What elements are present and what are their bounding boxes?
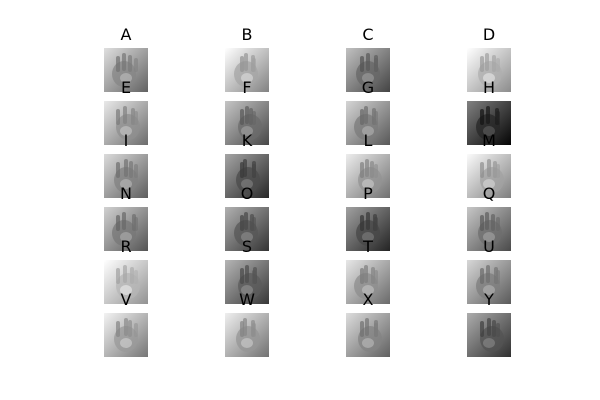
panel-label-m: M	[482, 131, 496, 150]
hand-sign-thumbnail	[346, 101, 390, 145]
panel-v: V	[104, 291, 148, 357]
hand-sign-thumbnail	[104, 48, 148, 92]
hand-sign-thumbnail	[225, 101, 269, 145]
hand-sign-thumbnail	[225, 154, 269, 198]
hand-sign-thumbnail	[104, 101, 148, 145]
panel-b: B	[225, 26, 269, 92]
hand-sign-thumbnail	[346, 260, 390, 304]
panel-r: R	[104, 238, 148, 304]
panel-label-p: P	[363, 184, 373, 203]
panel-g: G	[346, 79, 390, 145]
panel-label-l: L	[363, 131, 373, 150]
panel-label-s: S	[241, 237, 253, 256]
hand-sign-thumbnail	[467, 154, 511, 198]
panel-f: F	[225, 79, 269, 145]
panel-label-t: T	[363, 237, 373, 256]
panel-h: H	[467, 79, 511, 145]
panel-label-a: A	[120, 25, 132, 44]
hand-sign-thumbnail	[104, 207, 148, 251]
panel-a: A	[104, 26, 148, 92]
panel-label-x: X	[362, 290, 374, 309]
panel-d: D	[467, 26, 511, 92]
hand-sign-thumbnail	[467, 48, 511, 92]
hand-sign-thumbnail	[225, 260, 269, 304]
panel-label-d: D	[482, 25, 496, 44]
hand-sign-thumbnail	[346, 154, 390, 198]
panel-label-w: W	[239, 290, 255, 309]
hand-sign-thumbnail	[225, 48, 269, 92]
hand-sign-thumbnail	[467, 207, 511, 251]
panel-y: Y	[467, 291, 511, 357]
panel-label-r: R	[120, 237, 132, 256]
panel-label-u: U	[483, 237, 495, 256]
panel-s: S	[225, 238, 269, 304]
panel-label-q: Q	[482, 184, 496, 203]
panel-l: L	[346, 132, 390, 198]
panel-w: W	[225, 291, 269, 357]
panel-label-k: K	[241, 131, 253, 150]
panel-label-g: G	[361, 78, 375, 97]
panel-o: O	[225, 185, 269, 251]
panel-i: I	[104, 132, 148, 198]
panel-label-i: I	[123, 131, 129, 150]
panel-e: E	[104, 79, 148, 145]
panel-label-n: N	[120, 184, 132, 203]
hand-sign-thumbnail	[467, 101, 511, 145]
hand-sign-thumbnail	[104, 154, 148, 198]
panel-x: X	[346, 291, 390, 357]
panel-q: Q	[467, 185, 511, 251]
panel-c: C	[346, 26, 390, 92]
hand-sign-thumbnail	[467, 313, 511, 357]
panel-label-e: E	[120, 78, 132, 97]
panel-p: P	[346, 185, 390, 251]
panel-label-h: H	[482, 78, 496, 97]
panel-label-f: F	[242, 78, 252, 97]
panel-label-o: O	[240, 184, 254, 203]
panel-t: T	[346, 238, 390, 304]
panel-label-b: B	[241, 25, 253, 44]
panel-u: U	[467, 238, 511, 304]
hand-sign-thumbnail	[225, 207, 269, 251]
hand-sign-thumbnail	[225, 313, 269, 357]
panel-m: M	[467, 132, 511, 198]
panel-k: K	[225, 132, 269, 198]
hand-sign-thumbnail	[346, 48, 390, 92]
panel-label-c: C	[362, 25, 374, 44]
panel-label-v: V	[120, 290, 132, 309]
hand-sign-thumbnail	[346, 313, 390, 357]
hand-sign-thumbnail	[346, 207, 390, 251]
hand-sign-thumbnail	[104, 260, 148, 304]
hand-sign-thumbnail	[467, 260, 511, 304]
panel-n: N	[104, 185, 148, 251]
hand-sign-thumbnail	[104, 313, 148, 357]
panel-label-y: Y	[484, 290, 494, 309]
